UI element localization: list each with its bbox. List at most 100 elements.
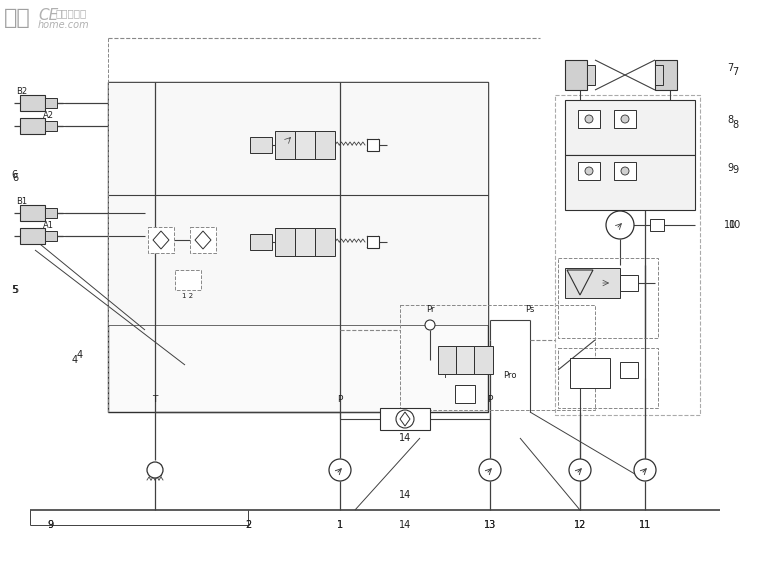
Circle shape xyxy=(634,459,656,481)
Circle shape xyxy=(606,211,634,239)
Circle shape xyxy=(621,115,629,123)
Text: 10: 10 xyxy=(724,220,736,230)
Text: 13: 13 xyxy=(484,520,496,530)
Circle shape xyxy=(147,462,163,478)
Text: 9: 9 xyxy=(47,520,53,530)
Text: 1 2: 1 2 xyxy=(183,293,193,299)
Bar xyxy=(108,195,488,325)
Text: 14: 14 xyxy=(399,433,411,443)
Text: Pr: Pr xyxy=(426,306,434,315)
Text: 4: 4 xyxy=(77,350,83,360)
Bar xyxy=(614,110,636,128)
Text: 12: 12 xyxy=(574,520,586,530)
Text: 5: 5 xyxy=(11,285,17,295)
Bar xyxy=(558,348,658,408)
Text: 铁甲: 铁甲 xyxy=(4,8,31,28)
Text: 12: 12 xyxy=(574,520,586,530)
Text: A1: A1 xyxy=(42,221,54,230)
Text: CE: CE xyxy=(38,8,58,23)
Bar xyxy=(655,60,677,90)
Bar xyxy=(565,268,620,298)
Circle shape xyxy=(585,167,593,175)
Bar xyxy=(650,219,664,231)
Bar xyxy=(295,131,315,159)
Text: A2: A2 xyxy=(42,111,54,120)
Bar xyxy=(20,118,45,134)
Circle shape xyxy=(621,167,629,175)
Bar xyxy=(565,155,695,210)
Bar xyxy=(437,346,456,374)
Text: B2: B2 xyxy=(17,87,27,95)
Text: 7: 7 xyxy=(727,63,733,73)
Bar xyxy=(20,205,45,221)
Text: P: P xyxy=(487,396,493,404)
Bar xyxy=(565,60,587,90)
Text: 8: 8 xyxy=(732,120,738,130)
Bar xyxy=(315,131,335,159)
Text: 2: 2 xyxy=(245,520,251,530)
Bar xyxy=(108,82,488,412)
Bar xyxy=(45,231,57,241)
Text: 9: 9 xyxy=(732,165,738,175)
Text: 1: 1 xyxy=(337,520,343,530)
Text: 6: 6 xyxy=(12,173,18,183)
Text: 工程机械网: 工程机械网 xyxy=(55,8,86,18)
Circle shape xyxy=(396,410,414,428)
Bar xyxy=(620,362,638,378)
Bar xyxy=(315,228,335,256)
Text: 14: 14 xyxy=(399,520,411,530)
Bar xyxy=(400,305,595,410)
Text: home.com: home.com xyxy=(38,20,89,30)
Text: 4: 4 xyxy=(72,355,78,365)
Text: 13: 13 xyxy=(484,520,496,530)
Text: T: T xyxy=(152,396,158,404)
Bar xyxy=(565,100,695,155)
Text: 1: 1 xyxy=(337,520,343,530)
Circle shape xyxy=(585,115,593,123)
Bar xyxy=(456,346,475,374)
Text: 9: 9 xyxy=(727,163,733,173)
Bar xyxy=(614,162,636,180)
Text: Ps: Ps xyxy=(525,306,534,315)
Bar xyxy=(295,228,315,256)
Bar xyxy=(45,121,57,131)
Bar xyxy=(558,258,658,338)
Text: T: T xyxy=(443,371,447,380)
Text: 11: 11 xyxy=(639,520,651,530)
Text: 14: 14 xyxy=(399,490,411,500)
Text: 2: 2 xyxy=(245,520,251,530)
Bar xyxy=(578,162,600,180)
Bar xyxy=(250,137,272,153)
Bar xyxy=(475,346,493,374)
Text: B1: B1 xyxy=(17,197,27,206)
Circle shape xyxy=(425,320,435,330)
Bar xyxy=(20,228,45,244)
Bar xyxy=(20,95,45,111)
Bar xyxy=(275,228,295,256)
Text: 10: 10 xyxy=(729,220,741,230)
Bar xyxy=(380,408,430,430)
Text: 8: 8 xyxy=(727,115,733,125)
Bar xyxy=(367,139,379,151)
Bar xyxy=(148,227,174,253)
Bar xyxy=(587,65,595,85)
Text: 6: 6 xyxy=(11,170,17,180)
Bar xyxy=(45,208,57,218)
Circle shape xyxy=(479,459,501,481)
Bar xyxy=(190,227,216,253)
Text: 9: 9 xyxy=(47,520,53,530)
Bar xyxy=(620,275,638,291)
Bar xyxy=(655,65,663,85)
Bar xyxy=(45,98,57,108)
Bar xyxy=(108,82,488,195)
Bar xyxy=(455,385,475,403)
Text: 7: 7 xyxy=(732,67,738,77)
Bar xyxy=(570,358,610,388)
Text: 11: 11 xyxy=(639,520,651,530)
Circle shape xyxy=(569,459,591,481)
Bar xyxy=(275,131,295,159)
Circle shape xyxy=(329,459,351,481)
Text: 5: 5 xyxy=(12,285,18,295)
Bar xyxy=(250,234,272,250)
Bar xyxy=(175,270,201,290)
